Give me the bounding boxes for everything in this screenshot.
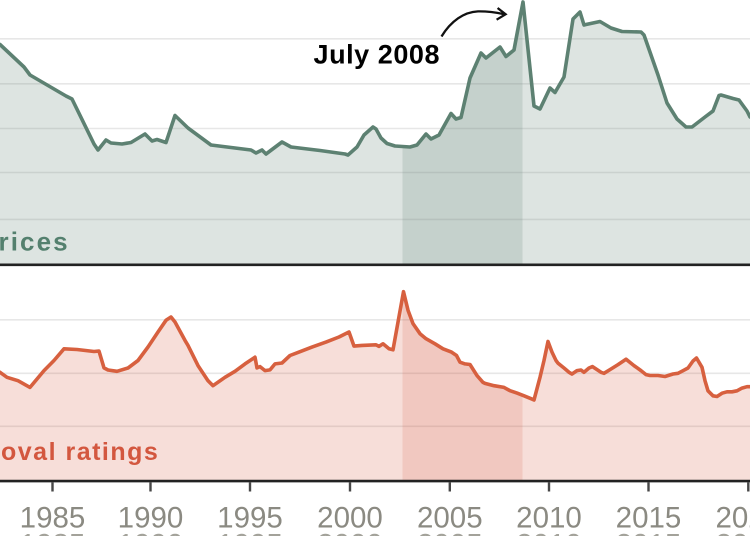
svg-text:2000: 2000 (317, 502, 383, 535)
svg-text:1985: 1985 (20, 502, 86, 535)
svg-text:1995: 1995 (217, 502, 283, 535)
svg-text:2020: 2020 (715, 502, 750, 535)
svg-text:1985: 1985 (20, 529, 86, 536)
svg-text:rices: rices (0, 227, 70, 257)
svg-text:2010: 2010 (516, 502, 582, 535)
svg-text:July 2008: July 2008 (314, 39, 441, 69)
svg-text:oval ratings: oval ratings (1, 438, 159, 466)
svg-text:1990: 1990 (118, 529, 184, 536)
svg-text:2015: 2015 (616, 529, 682, 536)
svg-text:1995: 1995 (217, 529, 283, 536)
svg-text:2005: 2005 (417, 529, 483, 536)
svg-text:1990: 1990 (118, 502, 184, 535)
svg-text:2020: 2020 (715, 529, 750, 536)
svg-text:2010: 2010 (516, 529, 582, 536)
svg-text:2000: 2000 (317, 529, 383, 536)
svg-text:2005: 2005 (417, 502, 483, 535)
svg-text:2015: 2015 (616, 502, 682, 535)
